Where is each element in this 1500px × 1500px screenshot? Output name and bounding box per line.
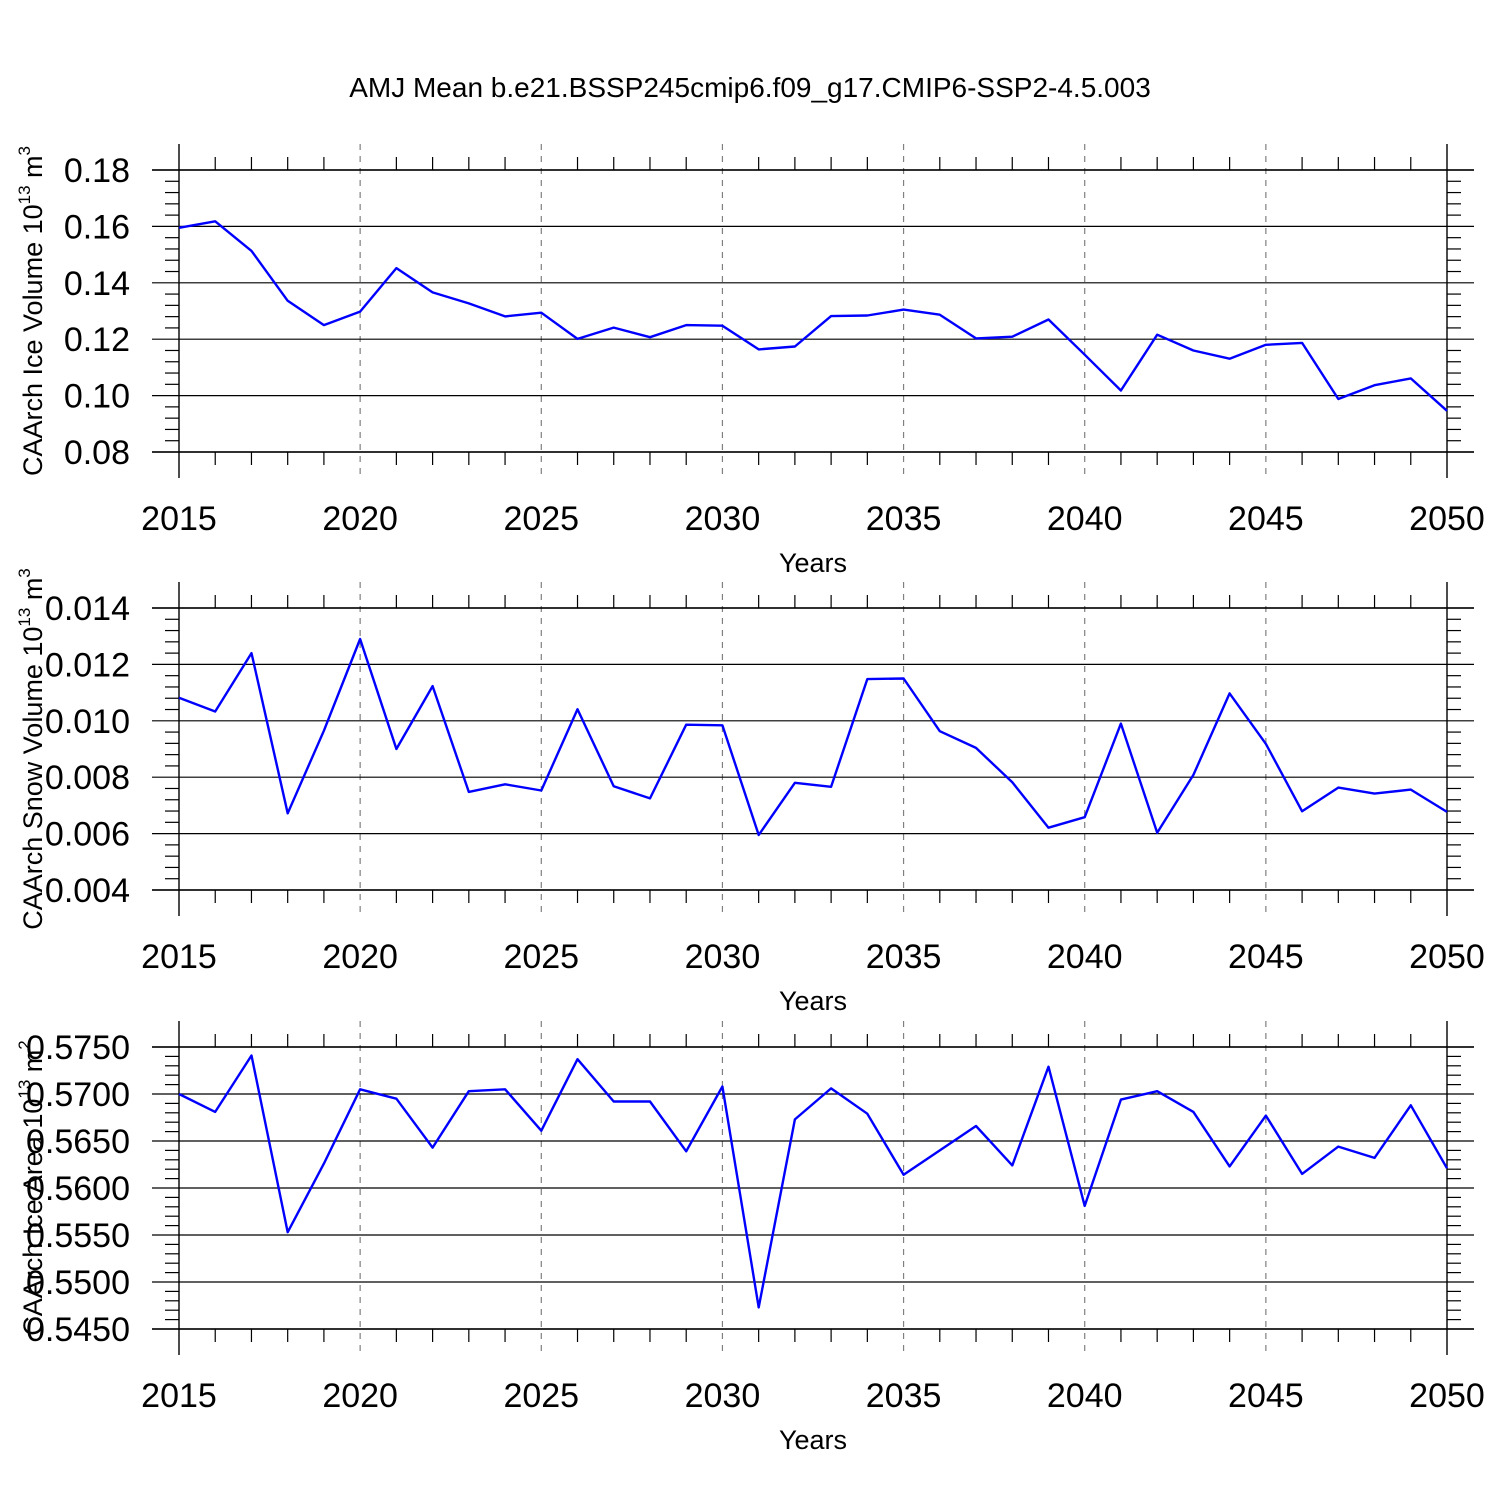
chart-panel-2: 0.004 0.006 0.008 0.010 0.012 0.014 2015 2020 20…: [15, 568, 1485, 1016]
tick-marks: [152, 1034, 1474, 1342]
x-tick-label: 2050: [1409, 500, 1485, 538]
y-axis-title-part: 3: [15, 146, 34, 155]
x-tick-label: 2035: [866, 938, 942, 976]
x-tick-label: 2020: [322, 938, 398, 976]
x-tick-label: 2025: [503, 500, 579, 538]
x-tick-label: 2040: [1047, 938, 1123, 976]
axes-frame: [152, 144, 1474, 478]
y-axis-title: CAArch Snow Volume 1013 m3: [15, 568, 48, 930]
chart-title: AMJ Mean b.e21.BSSP245cmip6.f09_g17.CMIP…: [349, 72, 1151, 103]
y-axis-title: CAArch Ice Volume 1013 m3: [15, 146, 48, 476]
y-axis-title-part: m: [18, 155, 48, 185]
y-axis-title-part: CAArch Snow Volume 10: [18, 627, 48, 930]
series-line: [178, 220, 1448, 412]
y-axis-title-part: m: [18, 578, 48, 608]
y-tick-label: 0.5650: [26, 1123, 130, 1161]
x-axis-title: Years: [779, 548, 847, 578]
x-tick-label: 2030: [685, 1377, 761, 1415]
y-tick-label: 0.5700: [26, 1076, 130, 1114]
x-tick-label: 2040: [1047, 500, 1123, 538]
x-tick-label: 2050: [1409, 1377, 1485, 1415]
x-tick-label: 2035: [866, 500, 942, 538]
y-tick-label: 0.16: [64, 208, 130, 246]
panels: 0.08 0.10 0.12 0.14 0.16 0.18 2015 2020 2025 2030…: [15, 144, 1485, 1455]
y-tick-label: 0.08: [64, 434, 130, 472]
y-tick-label: 0.008: [45, 759, 130, 797]
x-tick-label: 2020: [322, 1377, 398, 1415]
chart-panel-3: 0.5450 0.5500 0.5550 0.5600 0.5650 0.5700 0.57…: [15, 1021, 1485, 1455]
x-tick-label: 2050: [1409, 938, 1485, 976]
x-tick-label: 2015: [141, 500, 217, 538]
x-tick-label: 2015: [141, 938, 217, 976]
y-axis-title-part: 13: [15, 608, 34, 627]
x-tick-label: 2045: [1228, 1377, 1304, 1415]
x-tick-label: 2020: [322, 500, 398, 538]
y-tick-label: 0.5450: [26, 1311, 130, 1349]
y-tick-label: 0.012: [45, 646, 130, 684]
y-tick-label: 0.010: [45, 703, 130, 741]
y-axis-title-part: CAArch Ice Area 10: [18, 1099, 48, 1336]
x-tick-label: 2025: [503, 938, 579, 976]
y-tick-label: 0.5750: [26, 1029, 130, 1067]
x-tick-label: 2015: [141, 1377, 217, 1415]
x-tick-label: 2045: [1228, 500, 1304, 538]
y-tick-label: 0.18: [64, 152, 130, 190]
y-tick-label: 0.10: [64, 378, 130, 416]
x-tick-label: 2030: [685, 938, 761, 976]
x-tick-label: 2030: [685, 500, 761, 538]
x-axis-title: Years: [779, 986, 847, 1016]
x-tick-label: 2040: [1047, 1377, 1123, 1415]
series-line: [178, 637, 1448, 837]
x-tick-label: 2045: [1228, 938, 1304, 976]
y-tick-label: 0.004: [45, 872, 130, 910]
y-tick-label: 0.014: [45, 590, 130, 628]
y-axis-title-part: 3: [15, 568, 34, 577]
chart-panel-1: 0.08 0.10 0.12 0.14 0.16 0.18 2015 2020 2025 2030…: [15, 144, 1485, 578]
y-axis-title-part: CAArch Ice Volume 10: [18, 204, 48, 476]
y-tick-label: 0.12: [64, 321, 130, 359]
y-tick-label: 0.006: [45, 816, 130, 854]
y-axis-title-part: 13: [15, 1080, 34, 1099]
y-axis-title-part: 13: [15, 185, 34, 204]
y-tick-label: 0.5500: [26, 1264, 130, 1302]
x-tick-label: 2035: [866, 1377, 942, 1415]
y-axis-title-part: m: [18, 1050, 48, 1080]
axes-frame: [152, 582, 1474, 916]
series-line: [178, 1054, 1449, 1309]
x-axis-title: Years: [779, 1425, 847, 1455]
tick-marks: [152, 595, 1474, 903]
x-tick-label: 2025: [503, 1377, 579, 1415]
y-tick-label: 0.5550: [26, 1217, 130, 1255]
y-axis-title: CAArch Ice Area 1013 m2: [15, 1040, 48, 1336]
y-tick-label: 0.5600: [26, 1170, 130, 1208]
y-tick-label: 0.14: [64, 265, 130, 303]
tick-marks: [152, 157, 1474, 465]
y-axis-title-part: 2: [15, 1040, 34, 1049]
